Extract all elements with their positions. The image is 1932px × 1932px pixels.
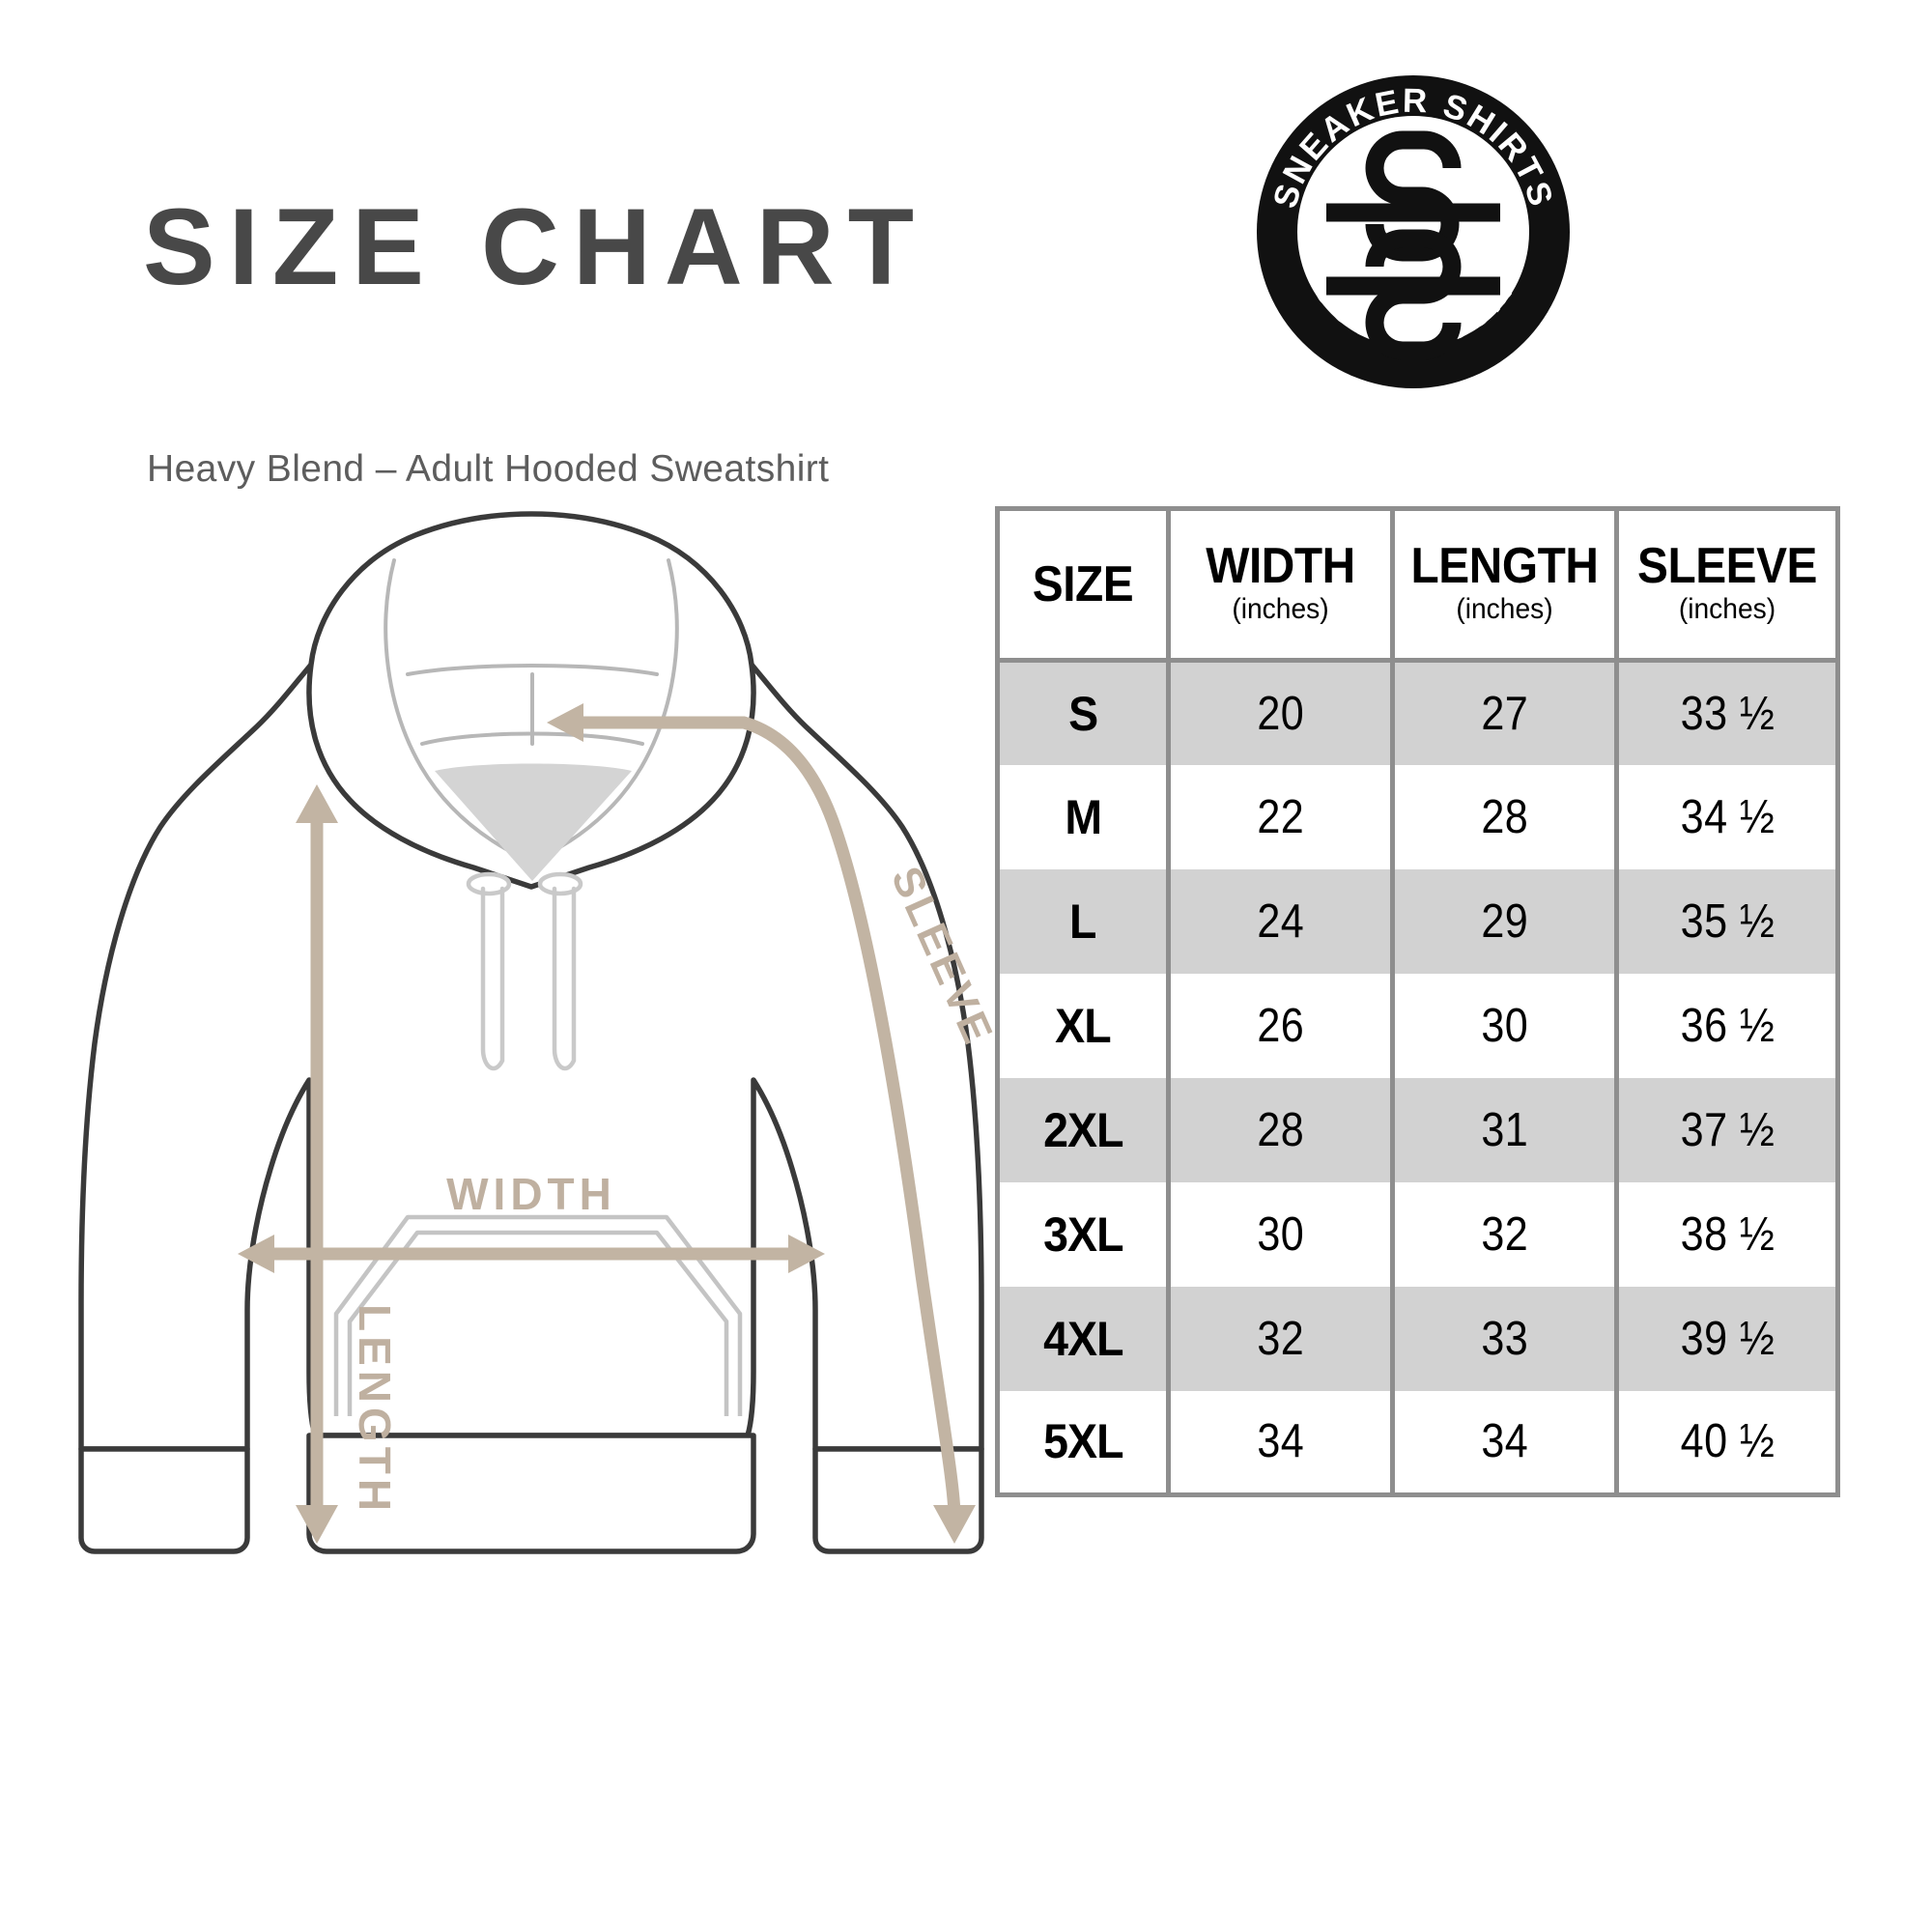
- column-header-length: LENGTH (inches): [1390, 508, 1619, 663]
- hood-neck-fill: [435, 763, 632, 881]
- cell-length: 34: [1390, 1390, 1619, 1495]
- cell-length: 30: [1390, 973, 1619, 1078]
- cell-width: 34: [1166, 1390, 1395, 1495]
- table-row: L 24 29 35 ½: [995, 868, 1840, 974]
- cell-length: 32: [1390, 1181, 1619, 1287]
- table-row: XL 26 30 36 ½: [995, 973, 1840, 1078]
- width-measure-arrow: [238, 1235, 825, 1273]
- brand-logo: SNEAKER SHIRTS OUTLET.COM: [1251, 70, 1576, 394]
- cell-length: 28: [1390, 764, 1619, 869]
- column-header-width-unit: (inches): [1232, 593, 1329, 626]
- cell-sleeve: 37 ½: [1614, 1077, 1840, 1182]
- cell-size: 2XL: [995, 1077, 1171, 1182]
- cell-length: 33: [1390, 1286, 1619, 1391]
- page-title: SIZE CHART: [143, 186, 927, 307]
- column-header-sleeve-unit: (inches): [1678, 593, 1776, 626]
- cell-width: 24: [1166, 868, 1395, 974]
- cell-width: 22: [1166, 764, 1395, 869]
- cell-width: 26: [1166, 973, 1395, 1078]
- cell-width: 30: [1166, 1181, 1395, 1287]
- cell-size: S: [995, 660, 1171, 765]
- cell-width: 28: [1166, 1077, 1395, 1182]
- cell-width: 32: [1166, 1286, 1395, 1391]
- column-header-length-unit: (inches): [1456, 593, 1553, 626]
- cell-size: 3XL: [995, 1181, 1171, 1287]
- cell-sleeve: 36 ½: [1614, 973, 1840, 1078]
- cell-sleeve: 40 ½: [1614, 1390, 1840, 1495]
- hoodie-illustration: WIDTH LENGTH SLEEVE: [68, 502, 1003, 1584]
- column-header-size: SIZE: [995, 508, 1171, 663]
- table-body: S 20 27 33 ½ M 22 28 34 ½ L 24 29 35 ½ X…: [995, 660, 1840, 1495]
- column-header-length-main: LENGTH: [1410, 538, 1599, 595]
- table-header-row: SIZE WIDTH (inches) LENGTH (inches) SLEE…: [995, 508, 1840, 663]
- table-row: 3XL 30 32 38 ½: [995, 1181, 1840, 1287]
- product-subtitle: Heavy Blend – Adult Hooded Sweatshirt: [147, 448, 830, 490]
- width-label: WIDTH: [446, 1169, 616, 1219]
- sleeve-measure-arrow: [547, 703, 976, 1544]
- cell-size: 4XL: [995, 1286, 1171, 1391]
- cell-length: 31: [1390, 1077, 1619, 1182]
- column-header-width: WIDTH (inches): [1166, 508, 1395, 663]
- column-header-size-main: SIZE: [1032, 556, 1134, 612]
- cell-size: L: [995, 868, 1171, 974]
- cell-sleeve: 39 ½: [1614, 1286, 1840, 1391]
- table-row: 2XL 28 31 37 ½: [995, 1077, 1840, 1182]
- column-header-width-main: WIDTH: [1206, 538, 1355, 595]
- cell-sleeve: 35 ½: [1614, 868, 1840, 974]
- size-chart-table: SIZE WIDTH (inches) LENGTH (inches) SLEE…: [995, 506, 1840, 1497]
- table-header: SIZE WIDTH (inches) LENGTH (inches) SLEE…: [995, 508, 1840, 663]
- length-label: LENGTH: [350, 1304, 400, 1516]
- table-row: 5XL 34 34 40 ½: [995, 1390, 1840, 1495]
- column-header-sleeve: SLEEVE (inches): [1614, 508, 1840, 663]
- table-row: M 22 28 34 ½: [995, 764, 1840, 869]
- table-row: S 20 27 33 ½: [995, 660, 1840, 765]
- cell-size: 5XL: [995, 1390, 1171, 1495]
- table-row: 4XL 32 33 39 ½: [995, 1286, 1840, 1391]
- cell-sleeve: 33 ½: [1614, 660, 1840, 765]
- cell-sleeve: 34 ½: [1614, 764, 1840, 869]
- cell-size: XL: [995, 973, 1171, 1078]
- cell-width: 20: [1166, 660, 1395, 765]
- column-header-sleeve-main: SLEEVE: [1636, 538, 1818, 595]
- cell-length: 27: [1390, 660, 1619, 765]
- cell-sleeve: 38 ½: [1614, 1181, 1840, 1287]
- cell-size: M: [995, 764, 1171, 869]
- cell-length: 29: [1390, 868, 1619, 974]
- length-measure-arrow: [296, 784, 338, 1544]
